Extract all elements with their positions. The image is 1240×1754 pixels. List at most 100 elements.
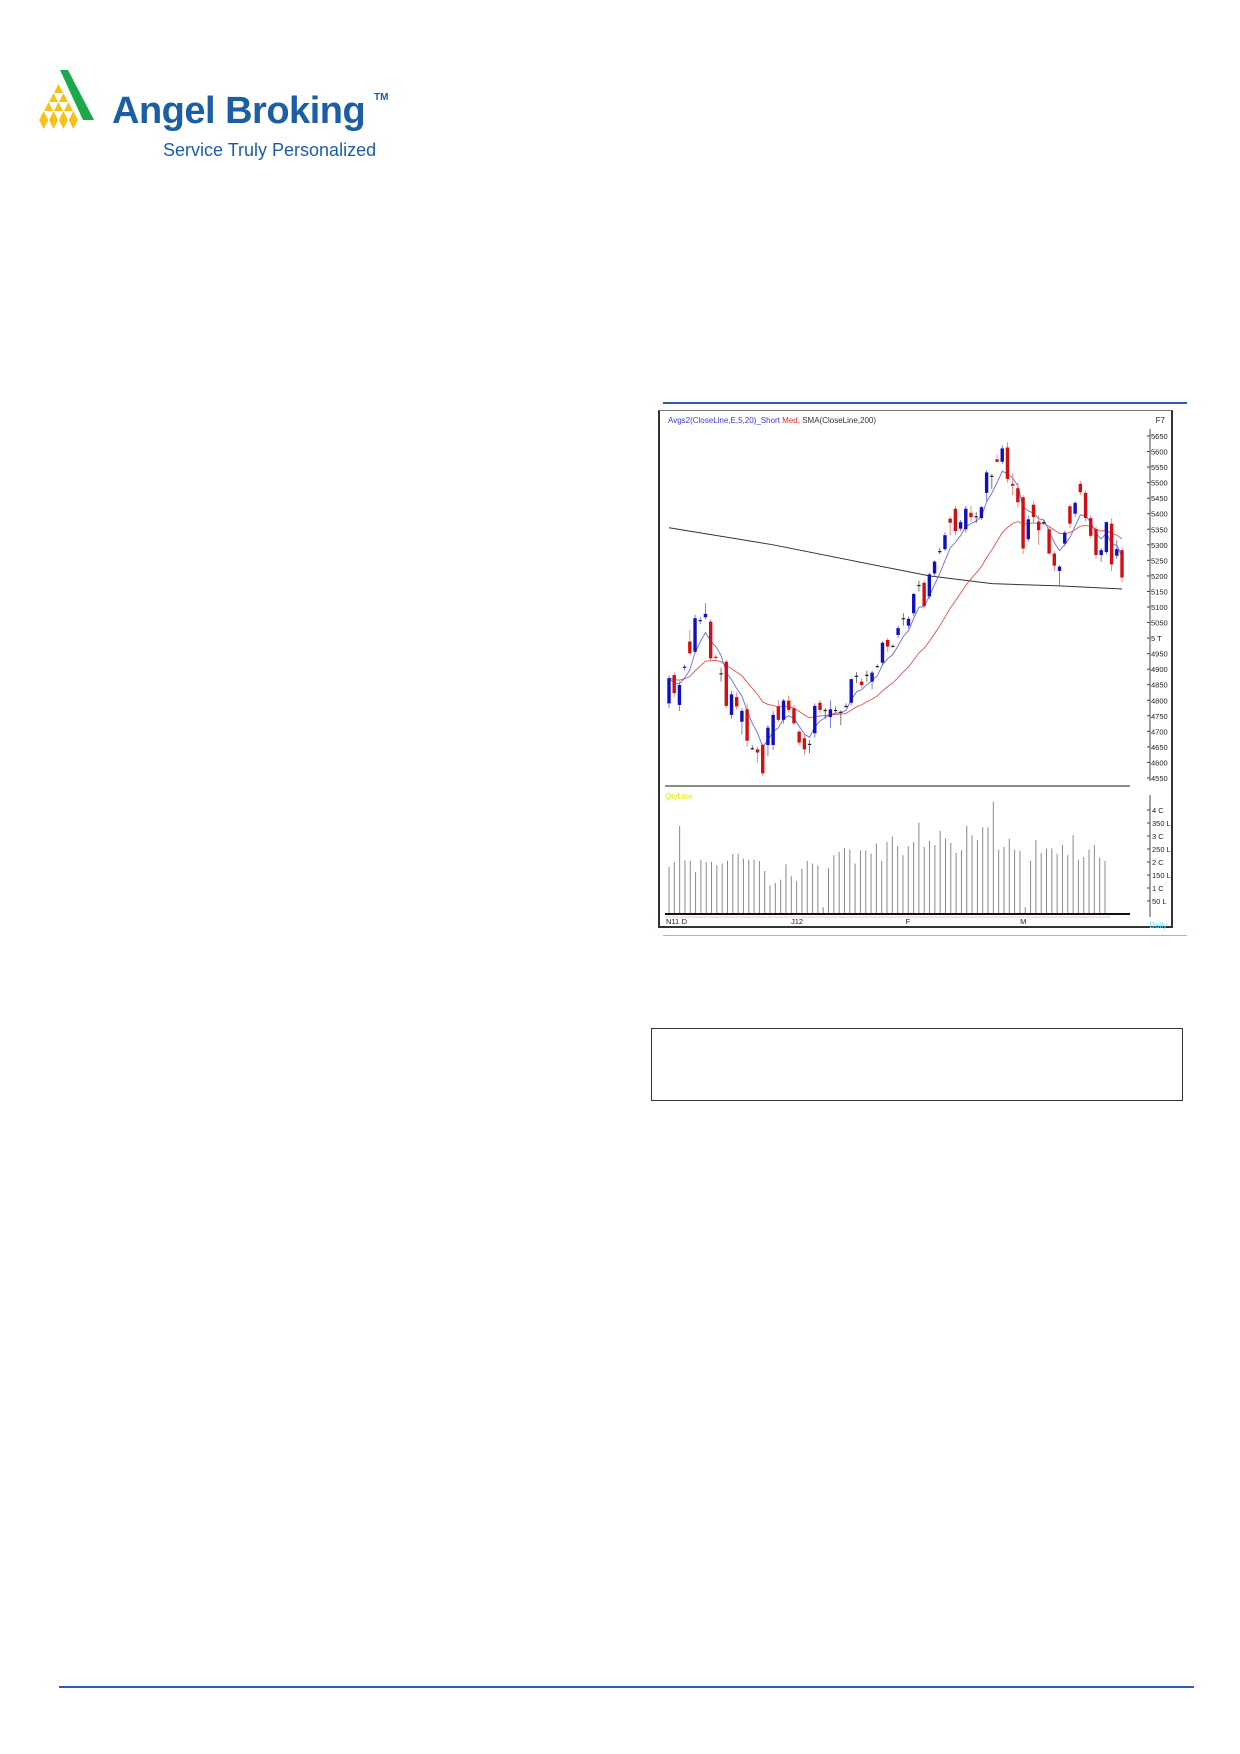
sma200-line xyxy=(668,527,1123,590)
candle-body xyxy=(880,642,885,663)
candle-body xyxy=(703,613,708,618)
price-tick-label: 4950 xyxy=(1151,650,1168,659)
candle-body xyxy=(1026,519,1030,540)
price-tick-label: 4600 xyxy=(1151,758,1168,767)
volume-tick-label: 250 L xyxy=(1152,845,1171,854)
candle-body xyxy=(781,700,786,720)
candle-body xyxy=(776,706,781,720)
candle-body xyxy=(719,673,723,675)
candle-body xyxy=(984,472,989,493)
candle-body xyxy=(1078,483,1083,493)
price-tick-label: 4850 xyxy=(1151,681,1168,690)
price-tick-label: 5550 xyxy=(1151,463,1168,472)
candle-body xyxy=(974,516,978,518)
candle-body xyxy=(932,561,937,574)
candle-body xyxy=(797,731,801,743)
candle-body xyxy=(755,749,760,753)
candle-body xyxy=(1036,521,1041,531)
candle-body xyxy=(964,508,968,530)
candle-body xyxy=(714,656,718,658)
price-tick-label: 4900 xyxy=(1151,665,1168,674)
price-tick-label: 4550 xyxy=(1151,774,1168,783)
candle-body xyxy=(833,709,838,712)
chart-top-rule xyxy=(663,402,1187,404)
candle-body xyxy=(698,620,702,622)
price-tick-label: 5300 xyxy=(1151,541,1168,550)
note-box xyxy=(651,1028,1183,1101)
candle-body xyxy=(823,709,827,712)
price-tick-label: 5150 xyxy=(1151,587,1168,596)
candle-body xyxy=(761,745,765,774)
candle-body xyxy=(1021,497,1025,549)
price-tick-label: 5350 xyxy=(1151,525,1168,534)
candle-body xyxy=(891,645,895,648)
legend-med: Med, xyxy=(782,416,800,425)
candle-body xyxy=(1031,504,1036,518)
volume-tick-label: 150 L xyxy=(1152,871,1171,880)
candle-body xyxy=(917,584,921,587)
candle-body xyxy=(885,639,890,647)
candle-body xyxy=(958,522,963,529)
price-tick-label: 4750 xyxy=(1151,712,1168,721)
timeframe-label[interactable]: Daily xyxy=(1149,921,1167,930)
legend-short: Avgs2(CloseLine,E,5,20)_Short xyxy=(668,416,780,425)
chart-canvas: 5650 5600 5550 5500 5450 5400 5350 5300 5250 5200… xyxy=(665,429,1171,926)
volume-tick-label: 4 C xyxy=(1152,806,1164,815)
candle-body xyxy=(953,508,958,532)
candle-body xyxy=(1073,502,1077,514)
candle-body xyxy=(990,475,994,477)
candle-body xyxy=(1016,488,1020,503)
price-tick-label: 4700 xyxy=(1151,727,1168,736)
chart-legend: Avgs2(CloseLine,E,5,20)_Short Med, SMA(C… xyxy=(668,416,876,425)
candle-body xyxy=(948,518,952,523)
date-label: D xyxy=(682,917,688,926)
candle-body xyxy=(1052,553,1057,566)
price-tick-label: 5100 xyxy=(1151,603,1168,612)
price-tick-label: 5050 xyxy=(1151,619,1168,628)
logo-tm: TM xyxy=(374,92,389,103)
candle-body xyxy=(901,618,906,620)
volume-tick-label: 1 C xyxy=(1152,884,1164,893)
candle-body xyxy=(750,748,755,750)
volume-label: QtyLine xyxy=(665,792,693,801)
candle-body xyxy=(734,697,739,707)
candle-body xyxy=(906,618,911,626)
candle-body xyxy=(896,628,900,635)
price-tick-label: 4650 xyxy=(1151,743,1168,752)
candle-body xyxy=(1099,550,1103,556)
candle-body xyxy=(979,507,984,519)
candle-body xyxy=(1005,447,1010,479)
candle-body xyxy=(813,705,817,734)
footer-rule xyxy=(59,1686,1194,1688)
candle-body xyxy=(766,727,770,746)
price-tick-label: 5250 xyxy=(1151,556,1168,565)
candle-body xyxy=(1047,529,1051,554)
ema5-line xyxy=(668,470,1123,748)
date-label: M xyxy=(1020,917,1026,926)
price-tick-label: 5400 xyxy=(1151,510,1168,519)
candle-body xyxy=(771,714,775,746)
volume-tick-label: 50 L xyxy=(1152,897,1167,906)
candle-body xyxy=(682,666,687,668)
candle-body xyxy=(1042,522,1046,524)
candle-body xyxy=(870,672,874,682)
candle-body xyxy=(1068,506,1072,524)
price-chart: 5650 5600 5550 5500 5450 5400 5350 5300 5250 5200… xyxy=(658,410,1173,930)
candle-body xyxy=(724,661,728,706)
candle-body xyxy=(854,675,859,677)
candle-body xyxy=(839,711,843,713)
candle-body xyxy=(672,675,676,694)
candle-body xyxy=(818,702,822,710)
logo-brand: Angel Broking xyxy=(112,90,366,132)
candle-body xyxy=(745,709,749,741)
volume-tick-label: 350 L xyxy=(1152,819,1171,828)
logo-pyramid-icon xyxy=(39,70,94,129)
candle-body xyxy=(828,709,833,718)
candle-body xyxy=(1010,483,1015,486)
candle-body xyxy=(859,681,864,686)
candle-body xyxy=(807,743,812,745)
price-tick-label: 5450 xyxy=(1151,494,1168,503)
candle-body xyxy=(1104,522,1109,552)
candle-body xyxy=(844,705,848,708)
candle-body xyxy=(677,685,682,705)
